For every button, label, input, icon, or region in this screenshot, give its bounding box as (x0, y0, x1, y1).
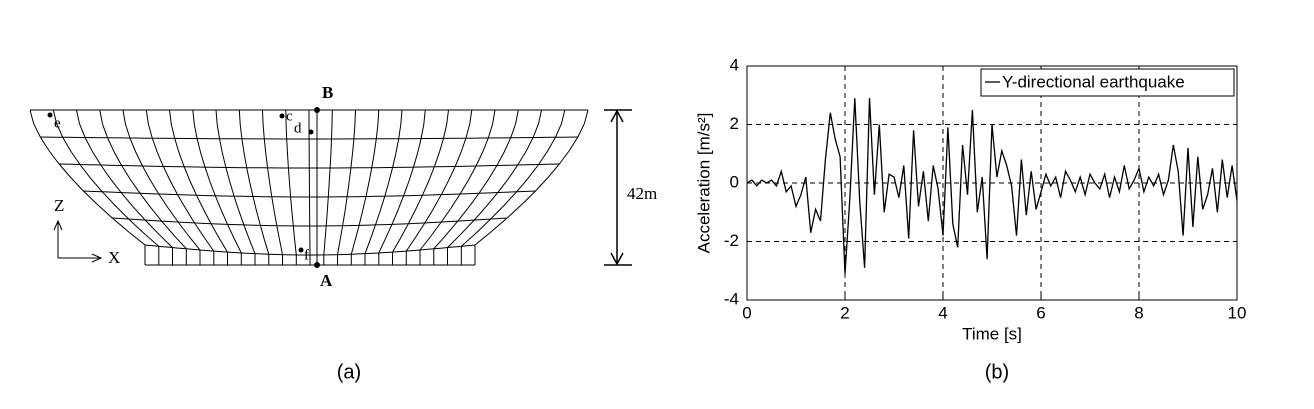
mesh-line (145, 109, 215, 265)
caption: (a) (337, 361, 361, 383)
y-tick-label: 0 (730, 172, 739, 191)
mesh-line (192, 109, 242, 265)
mesh-line (392, 109, 449, 265)
mesh-line (460, 109, 566, 265)
mesh-line (474, 109, 589, 265)
legend-label: Y-directional earthquake (1002, 72, 1185, 91)
x-tick-label: 6 (1036, 303, 1045, 322)
y-tick-label: -4 (724, 289, 739, 308)
mesh-line (169, 109, 228, 265)
y-tick-label: 2 (730, 114, 739, 133)
point-label: c (286, 108, 293, 124)
point (314, 262, 320, 268)
x-tick-label: 8 (1134, 303, 1143, 322)
mesh-line (405, 109, 473, 265)
dimension-label: 42m (627, 184, 657, 203)
x-tick-label: 2 (840, 303, 849, 322)
point (298, 247, 304, 253)
mesh-line (52, 109, 160, 265)
mesh-line (337, 109, 356, 265)
axis-label: X (108, 248, 120, 267)
point-label: f (304, 247, 309, 263)
y-tick-label: 4 (730, 55, 739, 74)
mesh-line (378, 109, 426, 265)
x-axis-label: Time [s] (962, 324, 1022, 343)
mesh-line (447, 109, 542, 265)
point (279, 113, 285, 119)
dimension (604, 109, 632, 266)
data-line (746, 98, 1238, 274)
mesh-line (99, 109, 187, 265)
point-label: e (54, 115, 61, 131)
x-tick-label: 0 (742, 303, 751, 322)
mesh-line (262, 109, 283, 265)
mesh-line (29, 109, 146, 265)
legend-box (980, 68, 1235, 97)
point (47, 112, 53, 118)
mesh-line (122, 109, 201, 265)
caption: (b) (985, 361, 1009, 383)
point (314, 107, 320, 113)
point (308, 129, 314, 135)
mesh-line (238, 109, 270, 265)
x-tick-label: 4 (938, 303, 947, 322)
x-tick-label: 10 (1228, 303, 1247, 322)
mesh-line (308, 110, 311, 265)
axis-label: Z (54, 196, 64, 215)
mesh-line (350, 109, 380, 265)
mesh-line (433, 109, 519, 265)
axes-icon (53, 219, 103, 263)
mesh-line (419, 109, 496, 265)
mesh-line (364, 109, 403, 265)
y-axis-label: Acceleration [m/s²] (694, 113, 713, 254)
mesh-line (285, 109, 297, 265)
dam-mesh (29, 109, 589, 266)
point-label: B (322, 83, 333, 102)
mesh-line (323, 109, 333, 265)
point-label: A (320, 271, 333, 290)
y-tick-label: -2 (724, 231, 739, 250)
mesh-line (215, 109, 256, 265)
mesh-line (76, 109, 173, 265)
point-label: d (294, 120, 302, 136)
